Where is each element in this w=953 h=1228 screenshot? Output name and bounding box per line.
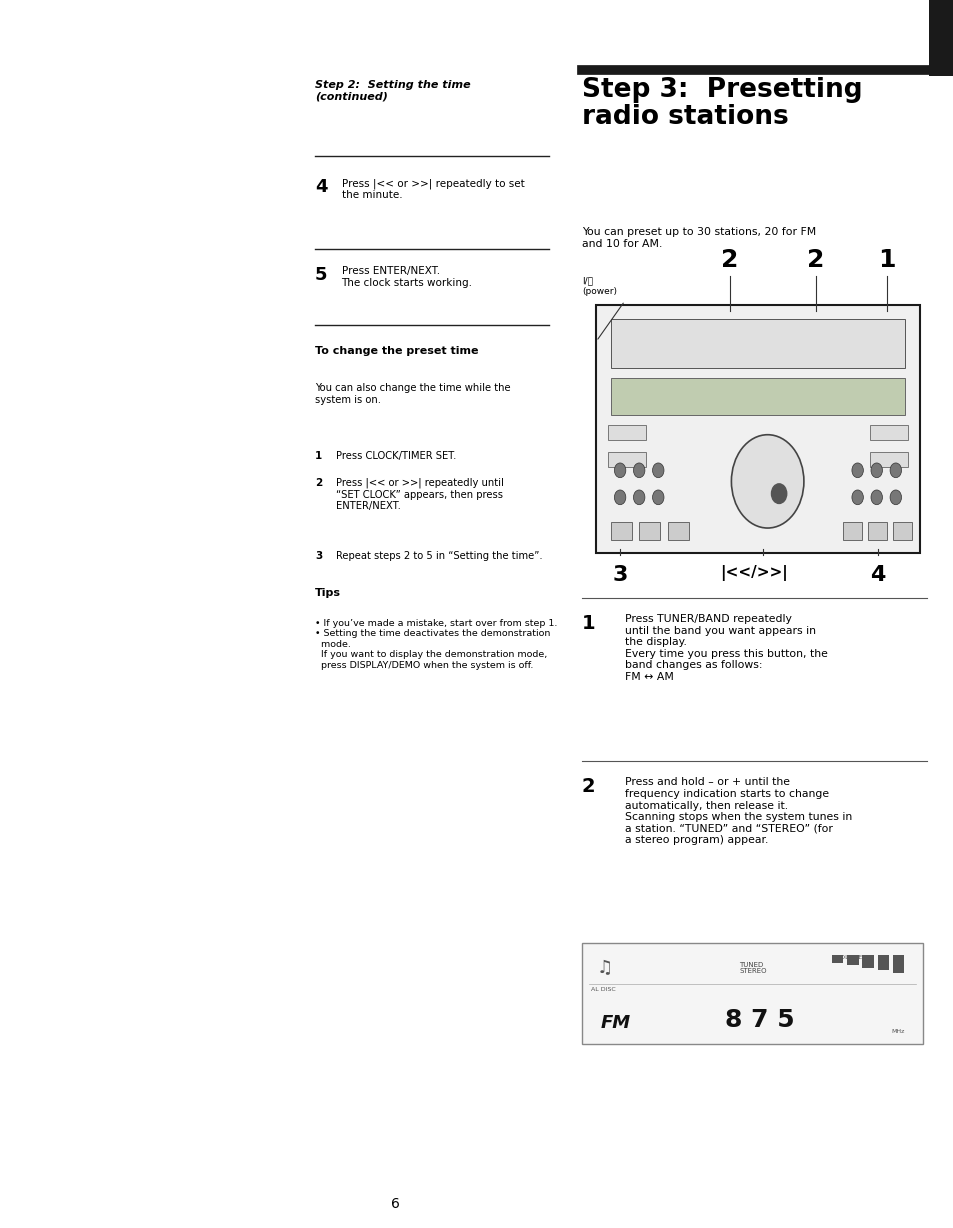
Circle shape: [633, 490, 644, 505]
FancyBboxPatch shape: [581, 943, 922, 1044]
Text: Press CLOCK/TIMER SET.: Press CLOCK/TIMER SET.: [335, 451, 456, 460]
Circle shape: [614, 490, 625, 505]
Text: VOLUME: VOLUME: [836, 955, 862, 960]
FancyBboxPatch shape: [869, 425, 907, 440]
Text: You can also change the time while the
system is on.: You can also change the time while the s…: [314, 383, 510, 405]
Text: TUNED
STEREO: TUNED STEREO: [739, 962, 766, 974]
FancyBboxPatch shape: [892, 955, 903, 973]
FancyBboxPatch shape: [892, 522, 911, 540]
Circle shape: [633, 463, 644, 478]
Text: 2: 2: [806, 248, 823, 273]
FancyBboxPatch shape: [610, 378, 904, 415]
Text: Press ENTER/NEXT.
The clock starts working.: Press ENTER/NEXT. The clock starts worki…: [341, 266, 472, 289]
Circle shape: [851, 490, 862, 505]
Text: Press |<< or >>| repeatedly to set
the minute.: Press |<< or >>| repeatedly to set the m…: [341, 178, 524, 200]
Circle shape: [652, 463, 663, 478]
Text: 5: 5: [314, 266, 327, 285]
Text: I/ⓔ
(power): I/ⓔ (power): [581, 276, 617, 296]
Text: 1: 1: [314, 451, 322, 460]
FancyBboxPatch shape: [928, 0, 953, 76]
Text: Step 2:  Setting the time
(continued): Step 2: Setting the time (continued): [314, 80, 470, 102]
Text: |<</>>|: |<</>>|: [719, 565, 787, 581]
Text: 1: 1: [878, 248, 895, 273]
Text: To change the preset time: To change the preset time: [314, 346, 477, 356]
Text: Step 3:  Presetting
radio stations: Step 3: Presetting radio stations: [581, 77, 862, 130]
Text: 3: 3: [612, 565, 627, 585]
Circle shape: [870, 490, 882, 505]
Circle shape: [731, 435, 803, 528]
Text: Press |<< or >>| repeatedly until
“SET CLOCK” appears, then press
ENTER/NEXT.: Press |<< or >>| repeatedly until “SET C…: [335, 478, 503, 511]
Text: 4: 4: [314, 178, 327, 196]
FancyBboxPatch shape: [667, 522, 688, 540]
Circle shape: [870, 463, 882, 478]
FancyBboxPatch shape: [831, 955, 842, 963]
FancyBboxPatch shape: [877, 955, 888, 970]
Text: AL DISC: AL DISC: [591, 987, 616, 992]
Text: You can preset up to 30 stations, 20 for FM
and 10 for AM.: You can preset up to 30 stations, 20 for…: [581, 227, 816, 249]
Text: 4: 4: [869, 565, 884, 585]
Text: 2: 2: [581, 777, 595, 796]
FancyBboxPatch shape: [862, 955, 873, 968]
Circle shape: [614, 463, 625, 478]
Text: 6: 6: [391, 1197, 400, 1211]
FancyBboxPatch shape: [869, 452, 907, 467]
FancyBboxPatch shape: [639, 522, 659, 540]
FancyBboxPatch shape: [607, 425, 645, 440]
Circle shape: [771, 484, 786, 503]
Text: Tips: Tips: [314, 588, 340, 598]
Text: MHz: MHz: [890, 1029, 903, 1034]
Circle shape: [889, 463, 901, 478]
FancyBboxPatch shape: [867, 522, 886, 540]
Circle shape: [652, 490, 663, 505]
Text: 8 7 5: 8 7 5: [724, 1007, 794, 1032]
Text: Press and hold – or + until the
frequency indication starts to change
automatica: Press and hold – or + until the frequenc…: [624, 777, 851, 845]
Text: 2: 2: [314, 478, 322, 488]
FancyBboxPatch shape: [842, 522, 862, 540]
FancyBboxPatch shape: [596, 305, 919, 553]
Text: Repeat steps 2 to 5 in “Setting the time”.: Repeat steps 2 to 5 in “Setting the time…: [335, 551, 542, 561]
FancyBboxPatch shape: [610, 522, 631, 540]
FancyBboxPatch shape: [607, 452, 645, 467]
Text: 1: 1: [581, 614, 595, 632]
FancyBboxPatch shape: [846, 955, 858, 965]
FancyBboxPatch shape: [610, 319, 904, 368]
Text: 2: 2: [720, 248, 738, 273]
Text: Press TUNER/BAND repeatedly
until the band you want appears in
the display.
Ever: Press TUNER/BAND repeatedly until the ba…: [624, 614, 827, 682]
Text: FM: FM: [600, 1013, 631, 1032]
Circle shape: [851, 463, 862, 478]
Text: 3: 3: [314, 551, 322, 561]
Text: ♫: ♫: [596, 959, 612, 977]
Circle shape: [889, 490, 901, 505]
Text: • If you’ve made a mistake, start over from step 1.
• Setting the time deactivat: • If you’ve made a mistake, start over f…: [314, 619, 557, 669]
